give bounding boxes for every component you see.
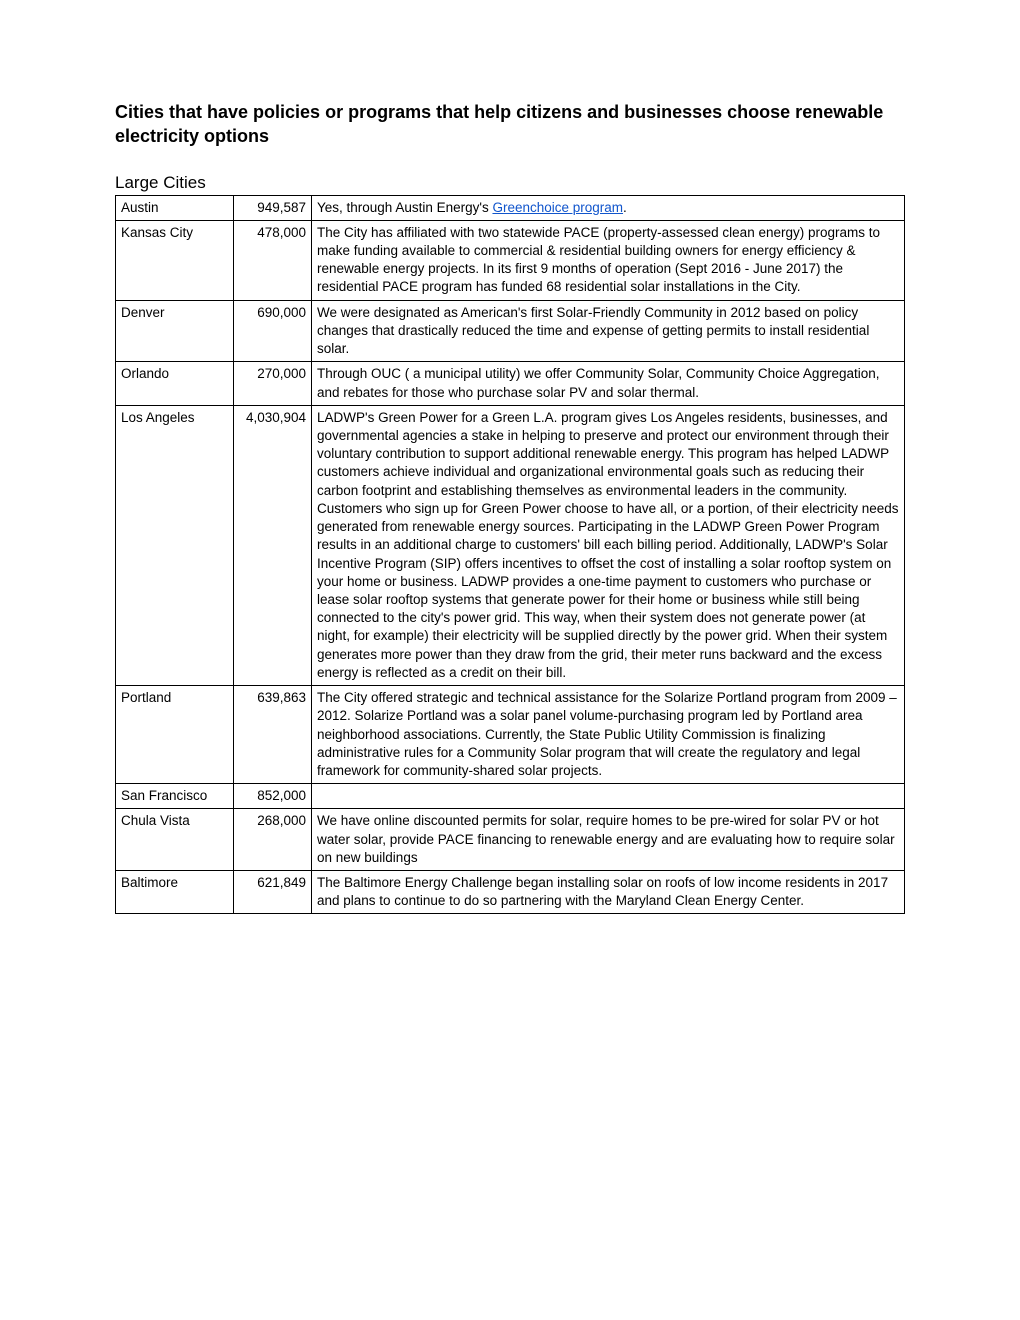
population-cell: 270,000 — [234, 362, 312, 405]
population-cell: 4,030,904 — [234, 405, 312, 685]
description-cell: The City has affiliated with two statewi… — [312, 220, 905, 300]
city-cell: Los Angeles — [116, 405, 234, 685]
population-cell: 852,000 — [234, 784, 312, 809]
city-cell: Portland — [116, 686, 234, 784]
description-prefix: Yes, through Austin Energy's — [317, 200, 492, 215]
table-row: San Francisco852,000 — [116, 784, 905, 809]
population-cell: 621,849 — [234, 871, 312, 914]
city-cell: Austin — [116, 195, 234, 220]
table-row: Orlando270,000Through OUC ( a municipal … — [116, 362, 905, 405]
city-cell: San Francisco — [116, 784, 234, 809]
description-cell: We have online discounted permits for so… — [312, 809, 905, 871]
description-cell: Through OUC ( a municipal utility) we of… — [312, 362, 905, 405]
table-row: Portland639,863The City offered strategi… — [116, 686, 905, 784]
description-cell: The Baltimore Energy Challenge began ins… — [312, 871, 905, 914]
table-row: Chula Vista268,000We have online discoun… — [116, 809, 905, 871]
table-row: Austin949,587Yes, through Austin Energy'… — [116, 195, 905, 220]
program-link[interactable]: Greenchoice program — [492, 200, 623, 215]
population-cell: 478,000 — [234, 220, 312, 300]
population-cell: 639,863 — [234, 686, 312, 784]
description-cell: Yes, through Austin Energy's Greenchoice… — [312, 195, 905, 220]
table-row: Baltimore621,849The Baltimore Energy Cha… — [116, 871, 905, 914]
description-cell: We were designated as American's first S… — [312, 300, 905, 362]
table-row: Kansas City478,000The City has affiliate… — [116, 220, 905, 300]
city-cell: Orlando — [116, 362, 234, 405]
city-cell: Kansas City — [116, 220, 234, 300]
page-title: Cities that have policies or programs th… — [115, 100, 905, 149]
population-cell: 949,587 — [234, 195, 312, 220]
description-cell: LADWP's Green Power for a Green L.A. pro… — [312, 405, 905, 685]
description-suffix: . — [623, 200, 627, 215]
city-cell: Baltimore — [116, 871, 234, 914]
population-cell: 268,000 — [234, 809, 312, 871]
description-cell: The City offered strategic and technical… — [312, 686, 905, 784]
population-cell: 690,000 — [234, 300, 312, 362]
city-cell: Denver — [116, 300, 234, 362]
section-heading: Large Cities — [115, 173, 905, 193]
city-cell: Chula Vista — [116, 809, 234, 871]
table-row: Denver690,000We were designated as Ameri… — [116, 300, 905, 362]
description-cell — [312, 784, 905, 809]
cities-table: Austin949,587Yes, through Austin Energy'… — [115, 195, 905, 915]
table-row: Los Angeles4,030,904LADWP's Green Power … — [116, 405, 905, 685]
